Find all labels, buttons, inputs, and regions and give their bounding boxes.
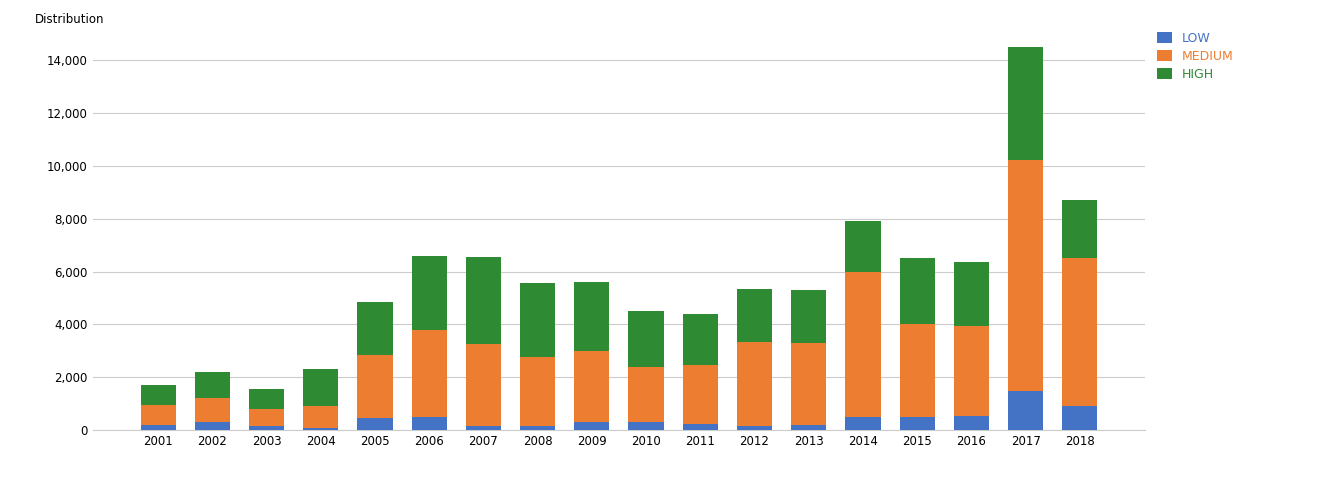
Bar <box>249 409 285 426</box>
Bar <box>629 311 663 367</box>
Bar <box>1062 200 1098 258</box>
Bar <box>792 290 826 343</box>
Bar <box>845 417 880 430</box>
Bar <box>737 289 772 342</box>
Bar <box>792 343 826 425</box>
Bar <box>953 326 989 416</box>
Bar <box>899 417 935 430</box>
Bar <box>1008 391 1043 430</box>
Bar <box>303 427 339 430</box>
Bar <box>737 342 772 426</box>
Bar <box>1062 406 1098 430</box>
Bar <box>899 258 935 325</box>
Bar <box>1008 161 1043 391</box>
Bar <box>249 426 285 430</box>
Bar <box>1062 258 1098 406</box>
Bar <box>575 422 609 430</box>
Bar <box>845 221 880 272</box>
Bar <box>683 365 718 424</box>
Bar <box>575 282 609 351</box>
Bar <box>195 422 230 430</box>
Text: Distribution: Distribution <box>34 12 105 25</box>
Bar <box>357 418 393 430</box>
Bar <box>683 424 718 430</box>
Bar <box>303 369 339 406</box>
Bar <box>466 257 500 344</box>
Bar <box>845 272 880 417</box>
Bar <box>466 344 500 426</box>
Bar <box>140 425 176 430</box>
Bar <box>195 372 230 399</box>
Bar <box>792 425 826 430</box>
Bar <box>140 385 176 405</box>
Bar <box>575 351 609 422</box>
Bar <box>683 314 718 365</box>
Bar <box>357 355 393 418</box>
Bar <box>899 325 935 417</box>
Bar <box>412 256 446 330</box>
Bar <box>629 367 663 422</box>
Legend: LOW, MEDIUM, HIGH: LOW, MEDIUM, HIGH <box>1157 32 1234 81</box>
Bar <box>412 417 446 430</box>
Bar <box>412 330 446 417</box>
Bar <box>195 399 230 422</box>
Bar <box>520 283 555 358</box>
Bar <box>140 405 176 425</box>
Bar <box>520 358 555 426</box>
Bar <box>520 426 555 430</box>
Bar <box>303 406 339 427</box>
Bar <box>466 426 500 430</box>
Bar <box>249 389 285 409</box>
Bar <box>357 302 393 355</box>
Bar <box>953 416 989 430</box>
Bar <box>737 426 772 430</box>
Bar <box>953 262 989 326</box>
Bar <box>629 422 663 430</box>
Bar <box>1008 47 1043 161</box>
